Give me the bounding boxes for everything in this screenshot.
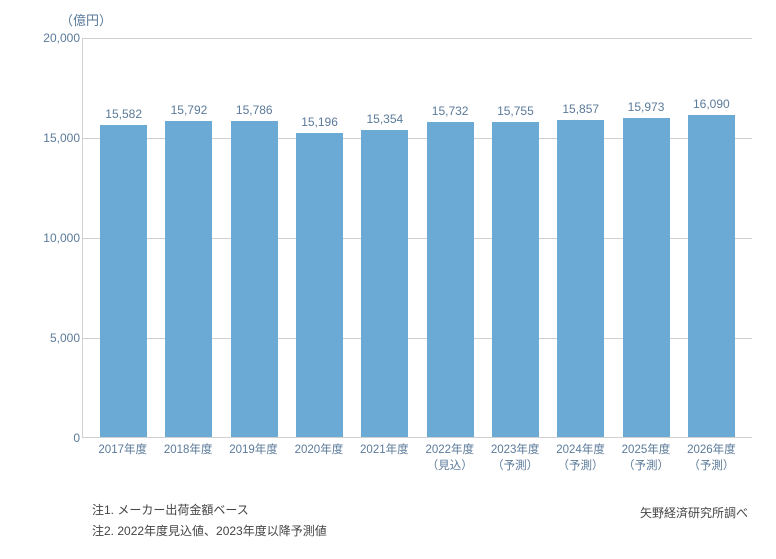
x-tick-label-main: 2021年度 [360,444,409,456]
x-tick-label-sub: （見込） [417,458,482,474]
y-tick-label: 5,000 [30,331,80,345]
bar-value-label: 15,196 [301,115,338,129]
source-attribution: 矢野経済研究所調べ [640,504,748,521]
footnote-1: 注1. メーカー出荷金額ベース [92,500,327,520]
bar-value-label: 15,786 [236,103,273,117]
bar-group: 15,755 [483,38,548,437]
bar [361,130,408,437]
bar-group: 16,090 [679,38,744,437]
footnotes: 注1. メーカー出荷金額ベース 注2. 2022年度見込値、2023年度以降予測… [92,500,327,541]
bar-group: 15,786 [222,38,287,437]
bar-group: 15,732 [417,38,482,437]
y-tick-label: 0 [30,431,80,445]
x-tick-label-sub: （予測） [679,458,744,474]
bar-value-label: 15,857 [562,102,599,116]
x-tick-label: 2021年度 [352,442,417,474]
x-tick-label-main: 2017年度 [98,444,147,456]
bar [492,122,539,437]
bar [557,120,604,437]
bar [165,121,212,437]
footnote-2: 注2. 2022年度見込値、2023年度以降予測値 [92,521,327,541]
x-tick-label: 2026年度 （予測） [679,442,744,474]
chart-container: （億円） 15,582 15,792 15,786 15,196 15,354 15,73… [20,10,760,490]
bar [688,115,735,437]
x-tick-label-main: 2026年度 [687,444,736,456]
bars-container: 15,582 15,792 15,786 15,196 15,354 15,732 15,7… [83,38,752,437]
x-tick-label: 2025年度 （予測） [613,442,678,474]
x-tick-label: 2024年度 （予測） [548,442,613,474]
x-tick-label: 2017年度 [90,442,155,474]
bar-value-label: 15,792 [171,103,208,117]
x-tick-label: 2018年度 [155,442,220,474]
bar-value-label: 15,732 [432,104,469,118]
x-tick-label-main: 2019年度 [229,444,278,456]
bar [100,125,147,437]
x-tick-label: 2019年度 [221,442,286,474]
bar-group: 15,857 [548,38,613,437]
x-tick-label-main: 2024年度 [556,444,605,456]
x-tick-label-sub: （予測） [548,458,613,474]
bar-group: 15,582 [91,38,156,437]
x-tick-label-main: 2020年度 [295,444,344,456]
bar-value-label: 15,354 [366,112,403,126]
y-tick-label: 20,000 [30,31,80,45]
bar [231,121,278,437]
bar-value-label: 15,582 [105,107,142,121]
bar-group: 15,792 [156,38,221,437]
x-tick-label: 2023年度 （予測） [482,442,547,474]
x-tick-label: 2022年度 （見込） [417,442,482,474]
y-tick-label: 15,000 [30,131,80,145]
x-axis-labels: 2017年度 2018年度 2019年度 2020年度 2021年度 2022年度 （見込）… [82,442,752,474]
bar-group: 15,354 [352,38,417,437]
bar-group: 15,973 [613,38,678,437]
x-tick-label-sub: （予測） [482,458,547,474]
x-tick-label-main: 2023年度 [491,444,540,456]
y-tick-label: 10,000 [30,231,80,245]
bar-value-label: 15,973 [628,100,665,114]
bar-value-label: 15,755 [497,104,534,118]
x-tick-label-main: 2018年度 [164,444,213,456]
bar [296,133,343,437]
bar [623,118,670,437]
x-tick-label-main: 2025年度 [622,444,671,456]
bar [427,122,474,437]
x-tick-label: 2020年度 [286,442,351,474]
x-tick-label-sub: （予測） [613,458,678,474]
bar-group: 15,196 [287,38,352,437]
x-tick-label-main: 2022年度 [425,444,474,456]
plot-area: 15,582 15,792 15,786 15,196 15,354 15,732 15,7… [82,38,752,438]
y-axis-unit: （億円） [60,10,112,29]
bar-value-label: 16,090 [693,97,730,111]
